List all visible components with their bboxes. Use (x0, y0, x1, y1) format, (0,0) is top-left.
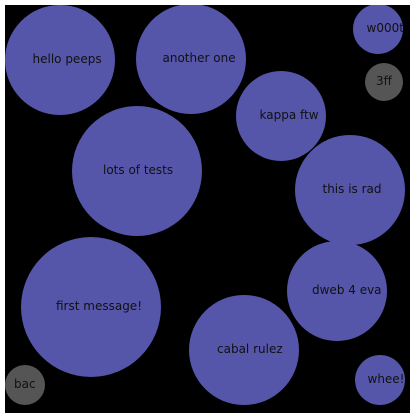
bubble-label: lots of tests (103, 163, 174, 177)
bubble-label: 3ff (376, 74, 392, 88)
message-bubble[interactable] (287, 241, 387, 341)
bubble-label: kappa ftw (259, 108, 319, 122)
message-bubble[interactable] (295, 135, 405, 245)
bubble-label: cabal rulez (217, 342, 283, 356)
message-bubble[interactable] (5, 365, 45, 405)
bubble-label: another one (162, 51, 236, 65)
bubble-label: bac (14, 377, 36, 391)
bubble-label: w000t (366, 21, 404, 35)
message-bubble[interactable] (136, 5, 246, 114)
bubble-label: whee! (367, 372, 405, 386)
bubble-label: this is rad (322, 182, 382, 196)
message-bubble[interactable] (189, 295, 299, 405)
message-bubble[interactable] (355, 355, 405, 405)
bubble-label: dweb 4 eva (312, 283, 382, 297)
bubble-label: first message! (56, 299, 143, 313)
message-bubble[interactable] (5, 5, 115, 115)
message-bubble[interactable] (353, 5, 403, 54)
message-bubble[interactable] (365, 63, 403, 101)
message-bubble[interactable] (236, 71, 326, 161)
message-bubble[interactable] (21, 237, 161, 377)
bubble-label: hello peeps (32, 52, 102, 66)
bubble-board: hello peeps another one w000t 3ff kappa ftw l… (5, 5, 410, 413)
message-bubble[interactable] (72, 106, 202, 236)
